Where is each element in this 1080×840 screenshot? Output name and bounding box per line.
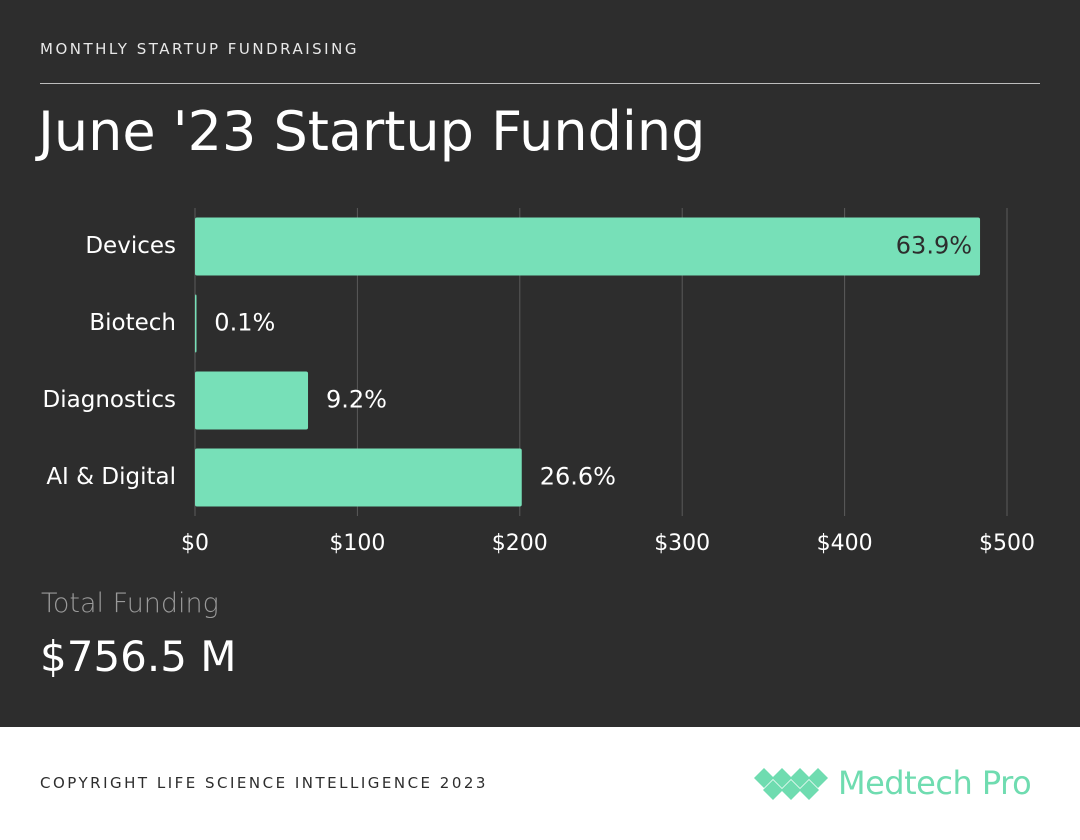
value-label: 26.6% (540, 463, 616, 491)
x-tick-label: $400 (817, 531, 873, 556)
y-tick-label: AI & Digital (46, 464, 176, 490)
x-tick-label: $300 (654, 531, 710, 556)
bar (195, 217, 981, 276)
divider (40, 83, 1040, 84)
total-label: Total Funding (41, 588, 219, 619)
dark-panel: MONTHLY STARTUP FUNDRAISING June '23 Sta… (0, 0, 1080, 727)
value-label: 9.2% (326, 386, 387, 414)
title: June '23 Startup Funding (38, 100, 706, 163)
bar (195, 448, 522, 507)
x-tick-label: $200 (492, 531, 548, 556)
y-tick-label: Biotech (89, 310, 176, 336)
chart: $0 $100 $200 $300 $400 $500 Devices 63.9% Biotec… (43, 208, 1035, 556)
x-tick-label: $0 (181, 531, 209, 556)
total-value: $756.5 M (40, 632, 237, 681)
x-tick-label: $500 (979, 531, 1035, 556)
brand-logo (754, 768, 828, 800)
value-label: 0.1% (214, 309, 275, 337)
bar (195, 294, 197, 353)
copyright: COPYRIGHT LIFE SCIENCE INTELLIGENCE 2023 (40, 774, 488, 792)
x-tick-label: $100 (329, 531, 385, 556)
y-tick-label: Devices (85, 233, 176, 259)
brand-name: Medtech Pro (838, 764, 1032, 802)
subtitle: MONTHLY STARTUP FUNDRAISING (40, 40, 359, 58)
value-label: 63.9% (896, 232, 972, 260)
bar (195, 371, 309, 430)
y-tick-label: Diagnostics (43, 387, 176, 413)
